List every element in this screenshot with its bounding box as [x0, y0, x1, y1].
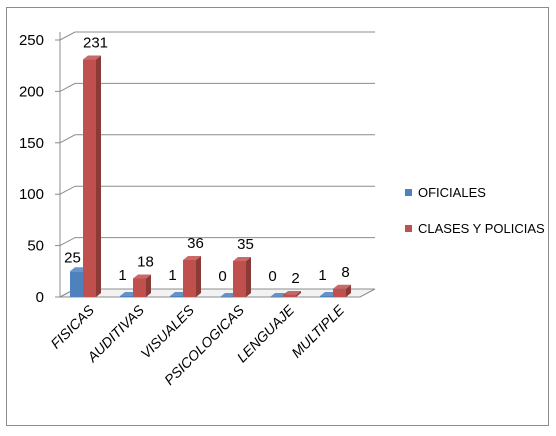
gridlines	[59, 31, 375, 298]
bars	[70, 55, 351, 298]
data-label: 0	[268, 268, 276, 285]
data-label: 1	[118, 267, 126, 284]
legend-swatch	[405, 225, 412, 232]
data-label: 2	[291, 270, 299, 287]
data-label: 0	[218, 268, 226, 285]
y-tick-label: 100	[19, 186, 44, 203]
legend-swatch	[405, 189, 412, 196]
bar-auditivas-clases-y-policias	[133, 274, 151, 297]
gridline-100	[59, 185, 375, 195]
x-category-label: MULTIPLE	[288, 301, 347, 360]
gridline-50	[59, 237, 375, 247]
gridline-250	[59, 31, 375, 41]
bar-lenguaje-clases-y-policias	[283, 290, 301, 297]
y-axis-ticks: 0 50 100 150 200 250	[19, 32, 60, 306]
bar-visuales-clases-y-policias	[183, 255, 201, 297]
gridline-200	[59, 82, 375, 92]
y-tick-label: 50	[27, 238, 44, 255]
x-category-label: FISICAS	[47, 301, 97, 351]
legend-label: OFICIALES	[418, 185, 486, 200]
gridline-150	[59, 134, 375, 144]
y-tick-label: 0	[36, 289, 44, 306]
legend-entry-oficiales: OFICIALES	[405, 185, 486, 200]
data-label: 1	[168, 267, 176, 284]
data-label: 8	[341, 264, 349, 281]
bar-psicologicas-clases-y-policias	[233, 257, 251, 297]
data-label: 35	[237, 236, 254, 253]
y-tick-label: 250	[19, 32, 44, 49]
legend: OFICIALES CLASES Y POLICIAS	[405, 185, 545, 236]
data-label: 25	[64, 249, 81, 266]
bar-multiple-clases-y-policias	[333, 284, 351, 297]
category-labels: FISICASAUDITIVASVISUALESPSICOLOGICASLENG…	[47, 301, 347, 388]
data-label: 36	[187, 235, 204, 252]
data-label: 18	[137, 253, 154, 270]
data-label: 231	[83, 35, 108, 52]
y-tick-label: 150	[19, 135, 44, 152]
bar-fisicas-clases-y-policias	[83, 55, 101, 298]
legend-label: CLASES Y POLICIAS	[418, 221, 545, 236]
y-tick-label: 200	[19, 83, 44, 100]
legend-entry-clases-y-policias: CLASES Y POLICIAS	[405, 221, 545, 236]
data-label: 1	[318, 267, 326, 284]
